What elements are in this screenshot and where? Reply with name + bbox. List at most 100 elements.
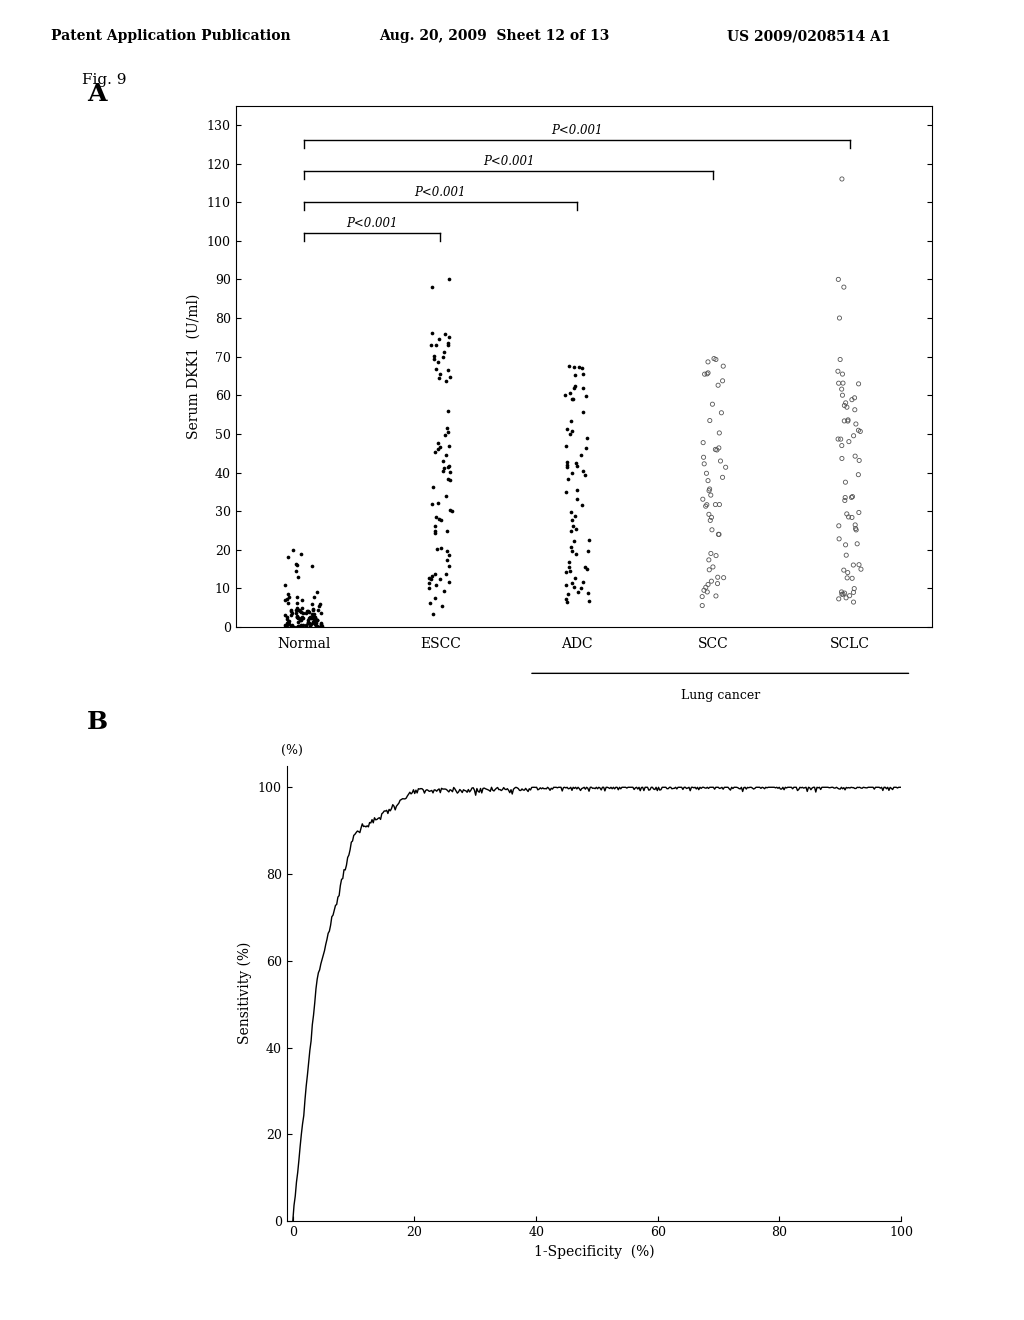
- Point: [699, 362, 716, 383]
- Point: [293, 615, 309, 636]
- Point: [306, 612, 323, 634]
- Point: [846, 578, 862, 599]
- Point: [435, 461, 452, 482]
- Point: [705, 393, 721, 414]
- Point: [304, 603, 321, 624]
- Point: [708, 348, 724, 370]
- Point: [830, 528, 847, 549]
- Point: [432, 437, 449, 458]
- Point: [425, 477, 441, 498]
- Point: [428, 359, 444, 380]
- Point: [558, 457, 574, 478]
- Point: [439, 359, 456, 380]
- Point: [579, 558, 595, 579]
- Point: [441, 436, 458, 457]
- Point: [838, 587, 854, 609]
- Point: [289, 598, 305, 619]
- Point: [293, 601, 309, 622]
- Point: [574, 358, 591, 379]
- Point: [426, 345, 442, 366]
- Point: [294, 607, 310, 628]
- Point: [837, 582, 853, 603]
- Point: [558, 436, 574, 457]
- Point: [838, 535, 854, 556]
- Point: [846, 591, 862, 612]
- Point: [440, 333, 457, 354]
- Point: [298, 601, 314, 622]
- Point: [309, 610, 326, 631]
- Point: [300, 611, 316, 632]
- Point: [307, 607, 324, 628]
- Point: [703, 570, 720, 591]
- Point: [835, 363, 851, 384]
- Point: [309, 582, 326, 603]
- Point: [280, 612, 296, 634]
- Point: [563, 536, 580, 557]
- Point: [562, 520, 579, 541]
- Point: [558, 454, 574, 475]
- Point: [290, 566, 306, 587]
- Point: [570, 356, 587, 378]
- Point: [563, 573, 580, 594]
- Point: [564, 421, 581, 442]
- Point: [558, 587, 574, 609]
- Point: [422, 593, 438, 614]
- Point: [567, 568, 584, 589]
- Point: [702, 543, 719, 564]
- Point: [580, 540, 596, 561]
- Point: [290, 612, 306, 634]
- Point: [851, 554, 867, 576]
- Point: [577, 556, 593, 577]
- Point: [567, 519, 584, 540]
- Point: [566, 356, 583, 378]
- Point: [839, 568, 855, 589]
- Point: [289, 554, 305, 576]
- Point: [711, 422, 727, 444]
- Point: [834, 581, 850, 602]
- Point: [441, 572, 458, 593]
- Point: [840, 411, 856, 432]
- Text: P<0.001: P<0.001: [551, 124, 602, 137]
- Point: [301, 612, 317, 634]
- Point: [293, 610, 309, 631]
- Point: [440, 455, 457, 477]
- Point: [281, 612, 297, 634]
- Point: [312, 615, 329, 636]
- Point: [439, 417, 456, 438]
- Point: [441, 326, 458, 347]
- Point: [711, 437, 727, 458]
- Point: [564, 388, 581, 409]
- Point: [280, 593, 296, 614]
- Point: [303, 607, 319, 628]
- Point: [442, 499, 459, 520]
- Point: [432, 569, 449, 590]
- Point: [312, 612, 329, 634]
- Point: [565, 388, 582, 409]
- Point: [421, 578, 437, 599]
- Point: [715, 370, 731, 391]
- Point: [558, 574, 574, 595]
- Point: [850, 374, 866, 395]
- Point: [853, 558, 869, 579]
- Point: [429, 433, 445, 454]
- Point: [306, 612, 323, 634]
- Point: [834, 436, 850, 457]
- Point: [560, 469, 577, 490]
- Point: [438, 549, 455, 570]
- Point: [278, 616, 294, 638]
- Point: [301, 602, 317, 623]
- Point: [844, 568, 860, 589]
- Point: [831, 308, 848, 329]
- Point: [437, 564, 454, 585]
- Point: [431, 363, 447, 384]
- Point: [831, 348, 848, 370]
- Point: [845, 554, 861, 576]
- Point: [847, 517, 863, 539]
- Point: [304, 611, 321, 632]
- Point: [431, 329, 447, 350]
- Text: Aug. 20, 2009  Sheet 12 of 13: Aug. 20, 2009 Sheet 12 of 13: [379, 29, 609, 44]
- Point: [829, 429, 846, 450]
- Point: [700, 549, 717, 570]
- Point: [443, 500, 460, 521]
- Point: [830, 269, 847, 290]
